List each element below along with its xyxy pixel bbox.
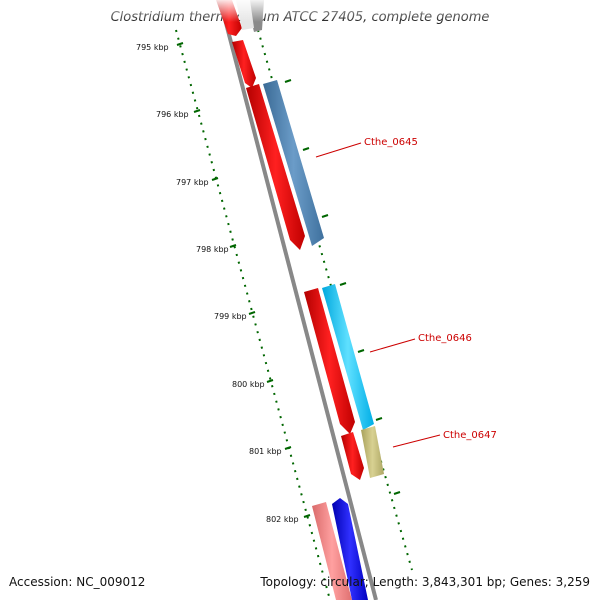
tick-label-795: 795 kbp [136,43,169,52]
tick-798 [229,244,237,248]
tick-802 [303,514,311,518]
tick-label-800: 800 kbp [232,380,265,389]
gene-label-cthe-0646[interactable]: Cthe_0646 [418,333,472,344]
inner-ruler-dotted-line [175,29,331,600]
tick-801 [284,446,292,450]
genome-backbone-line [218,0,378,600]
gene-blue-bottom[interactable] [332,498,368,600]
gene-red-long-1[interactable] [246,84,305,250]
tick-label-798: 798 kbp [196,245,229,254]
gene-cthe-0645[interactable] [263,80,324,246]
tick-label-802: 802 kbp [266,515,299,524]
connector-cthe-0647 [392,434,441,448]
title-fade [0,0,600,22]
connector-cthe-0645 [315,142,362,158]
outer-major-ticks [284,79,401,495]
gene-red-long-2[interactable] [304,288,355,434]
gene-pink-bottom[interactable] [312,502,352,600]
tick-label-801: 801 kbp [249,447,282,456]
connector-cthe-0646 [369,338,416,353]
tick-796 [193,109,201,113]
inner-major-ticks [176,42,311,518]
tick-label-796: 796 kbp [156,110,189,119]
accession-text: Accession: NC_009012 [9,575,146,589]
gene-label-cthe-0647[interactable]: Cthe_0647 [443,430,497,441]
genome-summary-text: Topology: circular; Length: 3,843,301 bp… [260,575,590,589]
tick-795 [176,42,184,46]
tick-799 [248,311,256,315]
tick-label-797: 797 kbp [176,178,209,187]
gene-red-small-upper[interactable] [232,40,256,88]
gene-cthe-0646[interactable] [322,284,374,430]
gene-label-cthe-0645[interactable]: Cthe_0645 [364,137,418,148]
tick-797 [211,177,219,181]
gene-red-small-lower[interactable] [341,432,364,480]
tick-label-799: 799 kbp [214,312,247,321]
tick-800 [266,379,274,383]
gene-cthe-0647[interactable] [361,426,384,478]
